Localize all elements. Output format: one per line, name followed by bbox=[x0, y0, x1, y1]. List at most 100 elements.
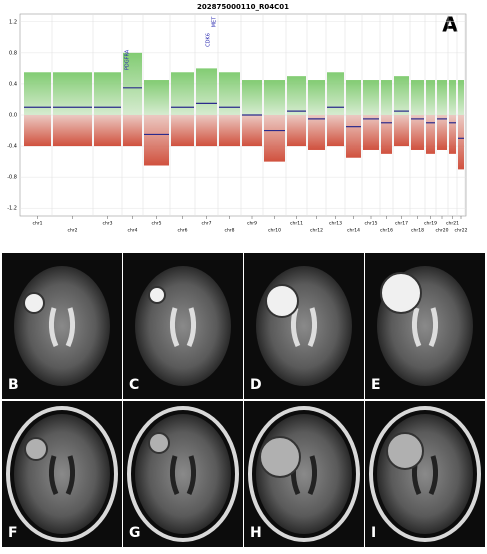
gene-annotation: MET bbox=[212, 16, 218, 27]
skull bbox=[248, 406, 360, 542]
point-cloud bbox=[394, 115, 409, 147]
y-tick-label: -1.2 bbox=[7, 206, 17, 212]
point-cloud bbox=[287, 76, 306, 115]
brain bbox=[14, 414, 110, 534]
x-tick-label: chr5 bbox=[151, 221, 161, 227]
x-tick-label: chr4 bbox=[127, 228, 137, 234]
point-cloud bbox=[381, 80, 392, 115]
x-tick-label: chr12 bbox=[310, 228, 323, 234]
point-cloud bbox=[437, 115, 447, 150]
panel-label: A bbox=[442, 13, 458, 37]
lesion bbox=[148, 286, 166, 304]
x-tick-label: chr10 bbox=[268, 228, 281, 234]
ventricles bbox=[169, 307, 197, 348]
point-cloud bbox=[346, 80, 361, 115]
point-cloud bbox=[458, 115, 464, 170]
ventricles bbox=[48, 307, 76, 348]
point-cloud bbox=[411, 80, 424, 115]
lesion bbox=[259, 436, 301, 478]
brain bbox=[256, 266, 352, 386]
lesion bbox=[386, 432, 424, 470]
y-tick-label: 0.0 bbox=[9, 113, 17, 119]
x-tick-label: chr17 bbox=[395, 221, 408, 227]
ventricles bbox=[169, 455, 197, 496]
x-tick-label: chr6 bbox=[177, 228, 187, 234]
point-cloud bbox=[53, 115, 92, 147]
point-cloud bbox=[196, 68, 217, 115]
x-tick-label: chr13 bbox=[329, 221, 342, 227]
x-tick-label: chr1 bbox=[32, 221, 42, 227]
point-cloud bbox=[449, 115, 456, 154]
y-tick-label: 1.2 bbox=[9, 19, 17, 25]
point-cloud bbox=[363, 115, 379, 150]
panel-label: E bbox=[371, 377, 381, 393]
point-cloud bbox=[346, 115, 361, 158]
brain bbox=[135, 414, 231, 534]
x-tick-label: chr11 bbox=[290, 221, 303, 227]
point-cloud bbox=[123, 52, 142, 115]
point-cloud bbox=[426, 115, 435, 154]
x-tick-label: chr18 bbox=[411, 228, 424, 234]
y-tick-label: 0.8 bbox=[9, 50, 17, 56]
chart-title: 202875000110_R04C01 bbox=[197, 3, 289, 11]
y-tick-label: -0.4 bbox=[7, 144, 17, 150]
point-cloud bbox=[437, 80, 447, 115]
x-tick-label: chr2 bbox=[67, 228, 77, 234]
point-cloud bbox=[219, 115, 240, 147]
brain bbox=[377, 414, 473, 534]
x-tick-label: chr20 bbox=[436, 228, 449, 234]
point-cloud bbox=[363, 80, 379, 115]
panel-label: F bbox=[8, 525, 18, 541]
brain bbox=[14, 266, 110, 386]
point-cloud bbox=[458, 80, 464, 115]
y-tick-label: 0.4 bbox=[9, 81, 17, 87]
x-tick-label: chr8 bbox=[224, 228, 234, 234]
point-cloud bbox=[144, 115, 169, 166]
point-cloud bbox=[242, 80, 262, 115]
lesion bbox=[148, 432, 170, 454]
point-cloud bbox=[327, 115, 344, 147]
panel-label: I bbox=[371, 525, 376, 541]
lesion bbox=[265, 284, 299, 318]
point-cloud bbox=[327, 72, 344, 115]
point-cloud bbox=[196, 115, 217, 147]
point-cloud bbox=[171, 72, 194, 115]
point-cloud bbox=[24, 115, 51, 147]
x-tick-label: chr7 bbox=[201, 221, 211, 227]
x-tick-label: chr15 bbox=[365, 221, 378, 227]
panel-label: C bbox=[129, 377, 139, 393]
mri-panels: B C D E F G H I bbox=[2, 253, 485, 547]
brain bbox=[135, 266, 231, 386]
point-cloud bbox=[24, 72, 51, 115]
point-cloud bbox=[171, 115, 194, 147]
point-cloud bbox=[219, 72, 240, 115]
gene-annotation: PDGFRA bbox=[125, 49, 131, 70]
panel-label: G bbox=[129, 525, 141, 541]
point-cloud bbox=[94, 115, 121, 147]
point-cloud bbox=[264, 115, 285, 162]
lesion bbox=[380, 272, 422, 314]
point-cloud bbox=[94, 72, 121, 115]
x-tick-label: chr14 bbox=[347, 228, 360, 234]
point-cloud bbox=[308, 115, 325, 150]
skull bbox=[369, 406, 481, 542]
x-tick-label: chr3 bbox=[102, 221, 112, 227]
point-cloud bbox=[242, 115, 262, 147]
gene-annotation: CDK6 bbox=[206, 33, 212, 47]
point-cloud bbox=[426, 80, 435, 115]
lesion bbox=[23, 292, 45, 314]
point-cloud bbox=[264, 80, 285, 115]
panel-label: H bbox=[250, 525, 262, 541]
ventricles bbox=[48, 455, 76, 496]
x-tick-label: chr19 bbox=[424, 221, 437, 227]
point-cloud bbox=[53, 72, 92, 115]
x-tick-label: chr9 bbox=[247, 221, 257, 227]
skull bbox=[127, 406, 239, 542]
panel-label: D bbox=[250, 377, 262, 393]
point-cloud bbox=[144, 80, 169, 115]
x-tick-label: chr16 bbox=[380, 228, 393, 234]
point-cloud bbox=[449, 80, 456, 115]
point-cloud bbox=[394, 76, 409, 115]
point-cloud bbox=[287, 115, 306, 147]
